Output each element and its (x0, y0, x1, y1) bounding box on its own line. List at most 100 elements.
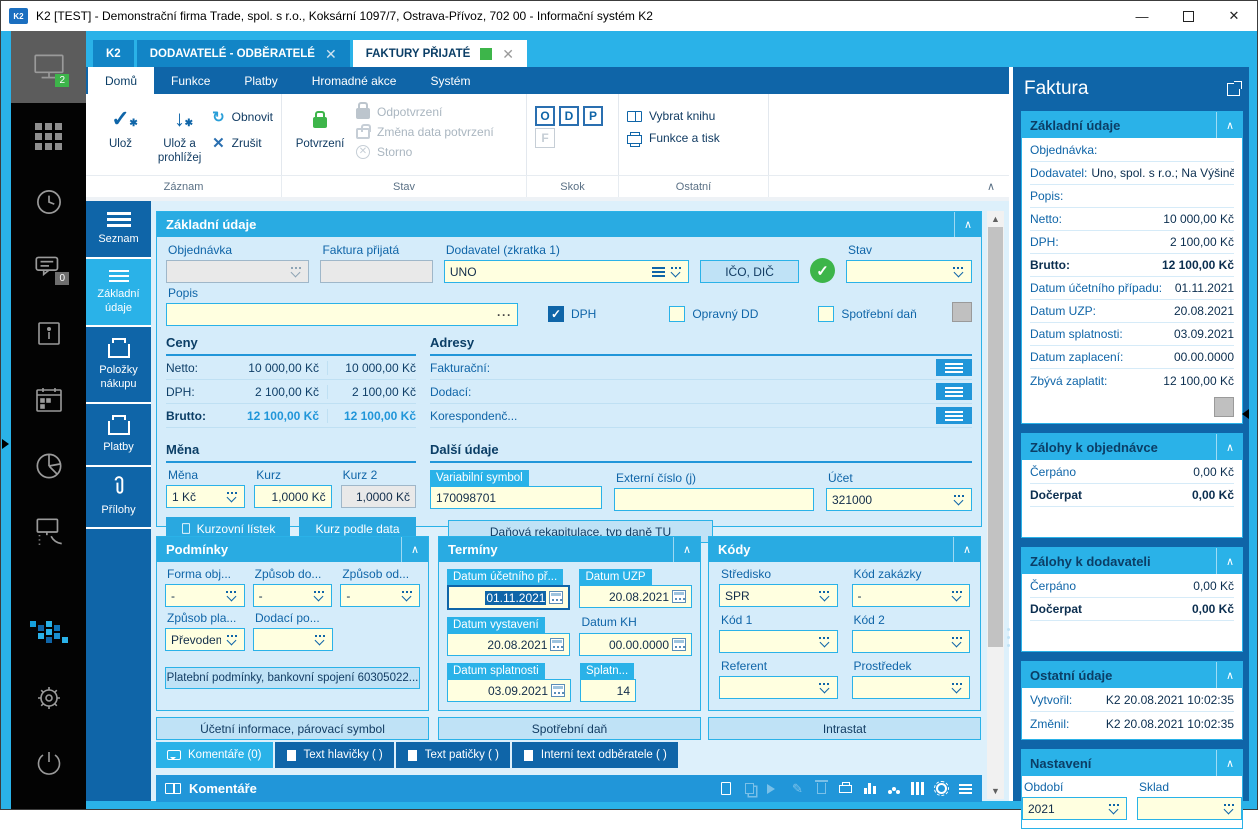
spotrebni-dan-button[interactable]: Spotřební daň (438, 717, 701, 740)
sidebar-item-logout[interactable] (11, 731, 86, 797)
collapse-chevron-icon[interactable]: ∧ (1215, 112, 1234, 138)
ribbon-tab-platby[interactable]: Platby (244, 73, 278, 88)
sidebar-item-modules[interactable] (11, 103, 86, 169)
jump-d-button[interactable]: D (559, 106, 579, 126)
change-confirm-date-button[interactable]: Změna data potvrzení (356, 123, 494, 139)
nav-item-platby[interactable]: Platby (86, 404, 151, 467)
dropdown-icon[interactable] (224, 588, 239, 603)
sidebar-item-settings[interactable] (11, 665, 86, 731)
nav-item-seznam[interactable]: Seznam (86, 201, 151, 259)
collapse-chevron-icon[interactable]: ∧ (953, 212, 972, 237)
minimize-button[interactable]: — (1135, 8, 1149, 24)
maximize-button[interactable] (1165, 1, 1211, 31)
kod-zakazky-select[interactable]: - (851, 584, 970, 607)
dodaci-po-select[interactable] (253, 628, 333, 651)
kurzovni-listek-button[interactable]: Kurzovní lístek (166, 517, 290, 540)
nav-item-prilohy[interactable]: Přílohy (86, 467, 151, 530)
zpusob-od-select[interactable]: - (340, 584, 421, 607)
dropdown-icon[interactable] (399, 588, 414, 603)
jump-p-button[interactable]: P (583, 106, 603, 126)
copy-icon[interactable] (742, 781, 757, 796)
dph-checkbox[interactable]: ✓ (548, 306, 564, 322)
tab-close-icon[interactable]: ✕ (324, 45, 337, 62)
collapse-chevron-icon[interactable]: ∧ (952, 537, 971, 562)
sklad-select[interactable] (1137, 797, 1242, 820)
tab-close-icon[interactable]: ✕ (502, 45, 515, 62)
opravny-dd-checkbox[interactable] (669, 306, 686, 322)
sidebar-item-info[interactable] (11, 301, 86, 367)
address-menu-button[interactable] (936, 359, 972, 376)
save-button[interactable]: ✓ ✱ Ulož (94, 99, 147, 152)
kurz-podle-data-button[interactable]: Kurz podle data (299, 517, 416, 540)
kod2-select[interactable] (851, 630, 970, 653)
referent-select[interactable] (719, 676, 838, 699)
calendar-icon[interactable] (672, 638, 686, 651)
faktura-prijata-input[interactable] (320, 260, 433, 283)
mena-select[interactable]: 1 Kč (166, 485, 246, 508)
nav-item-polozky-nakupu[interactable]: Položky nákupu (86, 327, 151, 404)
sidebar-item-calendar[interactable] (11, 367, 86, 433)
forma-obj-select[interactable]: - (165, 584, 245, 607)
ribbon-tab-domu[interactable]: Domů (88, 67, 155, 94)
dropdown-icon[interactable] (312, 632, 327, 647)
dropdown-icon[interactable] (949, 588, 964, 603)
cancel-button[interactable]: ✕ Zrušit (212, 134, 273, 152)
ribbon-tab-system[interactable]: Systém (430, 73, 471, 88)
scroll-down-icon[interactable]: ▼ (991, 786, 1000, 796)
ucetni-informace-button[interactable]: Účetní informace, párovací symbol (156, 717, 429, 740)
scroll-up-icon[interactable]: ▲ (991, 214, 1000, 224)
externi-cislo-input[interactable] (614, 488, 814, 511)
ico-dic-button[interactable]: IČO, DIČ (700, 260, 799, 283)
sidebar-item-desktops[interactable]: 2 (11, 31, 86, 103)
calendar-icon[interactable] (672, 590, 686, 603)
delete-trash-icon[interactable] (814, 780, 829, 796)
dropdown-icon[interactable] (951, 492, 966, 507)
prostredek-select[interactable] (851, 676, 970, 699)
tab-k2-home[interactable]: K2 (93, 40, 134, 67)
jump-o-button[interactable]: O (535, 106, 555, 126)
dropdown-icon[interactable] (288, 264, 303, 279)
ribbon-collapse-chevron-icon[interactable]: ∧ (986, 181, 995, 193)
chart-icon[interactable] (862, 781, 877, 796)
confirm-button[interactable]: Potvrzení (290, 99, 350, 152)
lookup-stack-icon[interactable] (652, 266, 666, 278)
tab-text-paticky[interactable]: Text patičky ( ) (395, 742, 512, 768)
tab-faktury-prijate[interactable]: FAKTURY PŘIJATÉ ✕ (352, 40, 528, 67)
dropdown-icon[interactable] (949, 680, 964, 695)
sidebar-item-messages[interactable]: 0 (11, 235, 86, 301)
tab-komentare[interactable]: Komentáře (0) (156, 742, 275, 768)
intrastat-button[interactable]: Intrastat (708, 717, 981, 740)
ucet-select[interactable]: 321000 (826, 488, 972, 511)
panel-splitter[interactable] (1007, 623, 1011, 652)
right-splitter-arrow-icon[interactable] (1237, 409, 1249, 419)
ribbon-tab-hromadne-akce[interactable]: Hromadné akce (311, 73, 397, 88)
unconfirm-button[interactable]: Odpotvrzení (356, 101, 494, 119)
zpusob-pla-select[interactable]: Převodem (165, 628, 245, 651)
collapse-chevron-icon[interactable]: ∧ (400, 537, 419, 562)
kurz-input[interactable]: 1,0000 Kč (254, 485, 332, 508)
tab-dodavatele-odberatele[interactable]: DODAVATELÉ - ODBĚRATELÉ ✕ (136, 40, 350, 67)
dropdown-icon[interactable] (817, 680, 832, 695)
functions-print-button[interactable]: Funkce a tisk (627, 131, 720, 147)
variabilni-symbol-input[interactable]: 170098701 (430, 486, 602, 509)
address-menu-button[interactable] (936, 383, 972, 400)
datum-ucetniho-input[interactable]: 01.11.2021 (447, 585, 571, 610)
sidebar-item-k2-brand[interactable] (11, 599, 86, 665)
sidebar-item-remote-support[interactable] (11, 499, 86, 565)
address-menu-button[interactable] (936, 407, 972, 424)
main-scrollbar[interactable]: ▲ ▼ (987, 211, 1004, 799)
ellipsis-button[interactable]: ··· (497, 307, 512, 322)
splatnost-input[interactable]: 14 (580, 679, 636, 702)
dropdown-icon[interactable] (951, 264, 966, 279)
datum-kh-input[interactable]: 00.00.0000 (579, 633, 692, 656)
dropdown-icon[interactable] (1106, 801, 1121, 816)
collapse-chevron-icon[interactable]: ∧ (672, 537, 691, 562)
open-external-icon[interactable] (1227, 80, 1242, 96)
save-and-view-button[interactable]: ↓ ✱ Ulož a prohlížej (153, 99, 206, 166)
new-item-icon[interactable] (718, 781, 733, 796)
ribbon-tab-funkce[interactable]: Funkce (171, 73, 211, 88)
stredisko-select[interactable]: SPR (719, 584, 838, 607)
datum-vystaveni-input[interactable]: 20.08.2021 (447, 633, 571, 656)
dropdown-icon[interactable] (668, 264, 683, 279)
datum-splatnosti-input[interactable]: 03.09.2021 (447, 679, 571, 702)
